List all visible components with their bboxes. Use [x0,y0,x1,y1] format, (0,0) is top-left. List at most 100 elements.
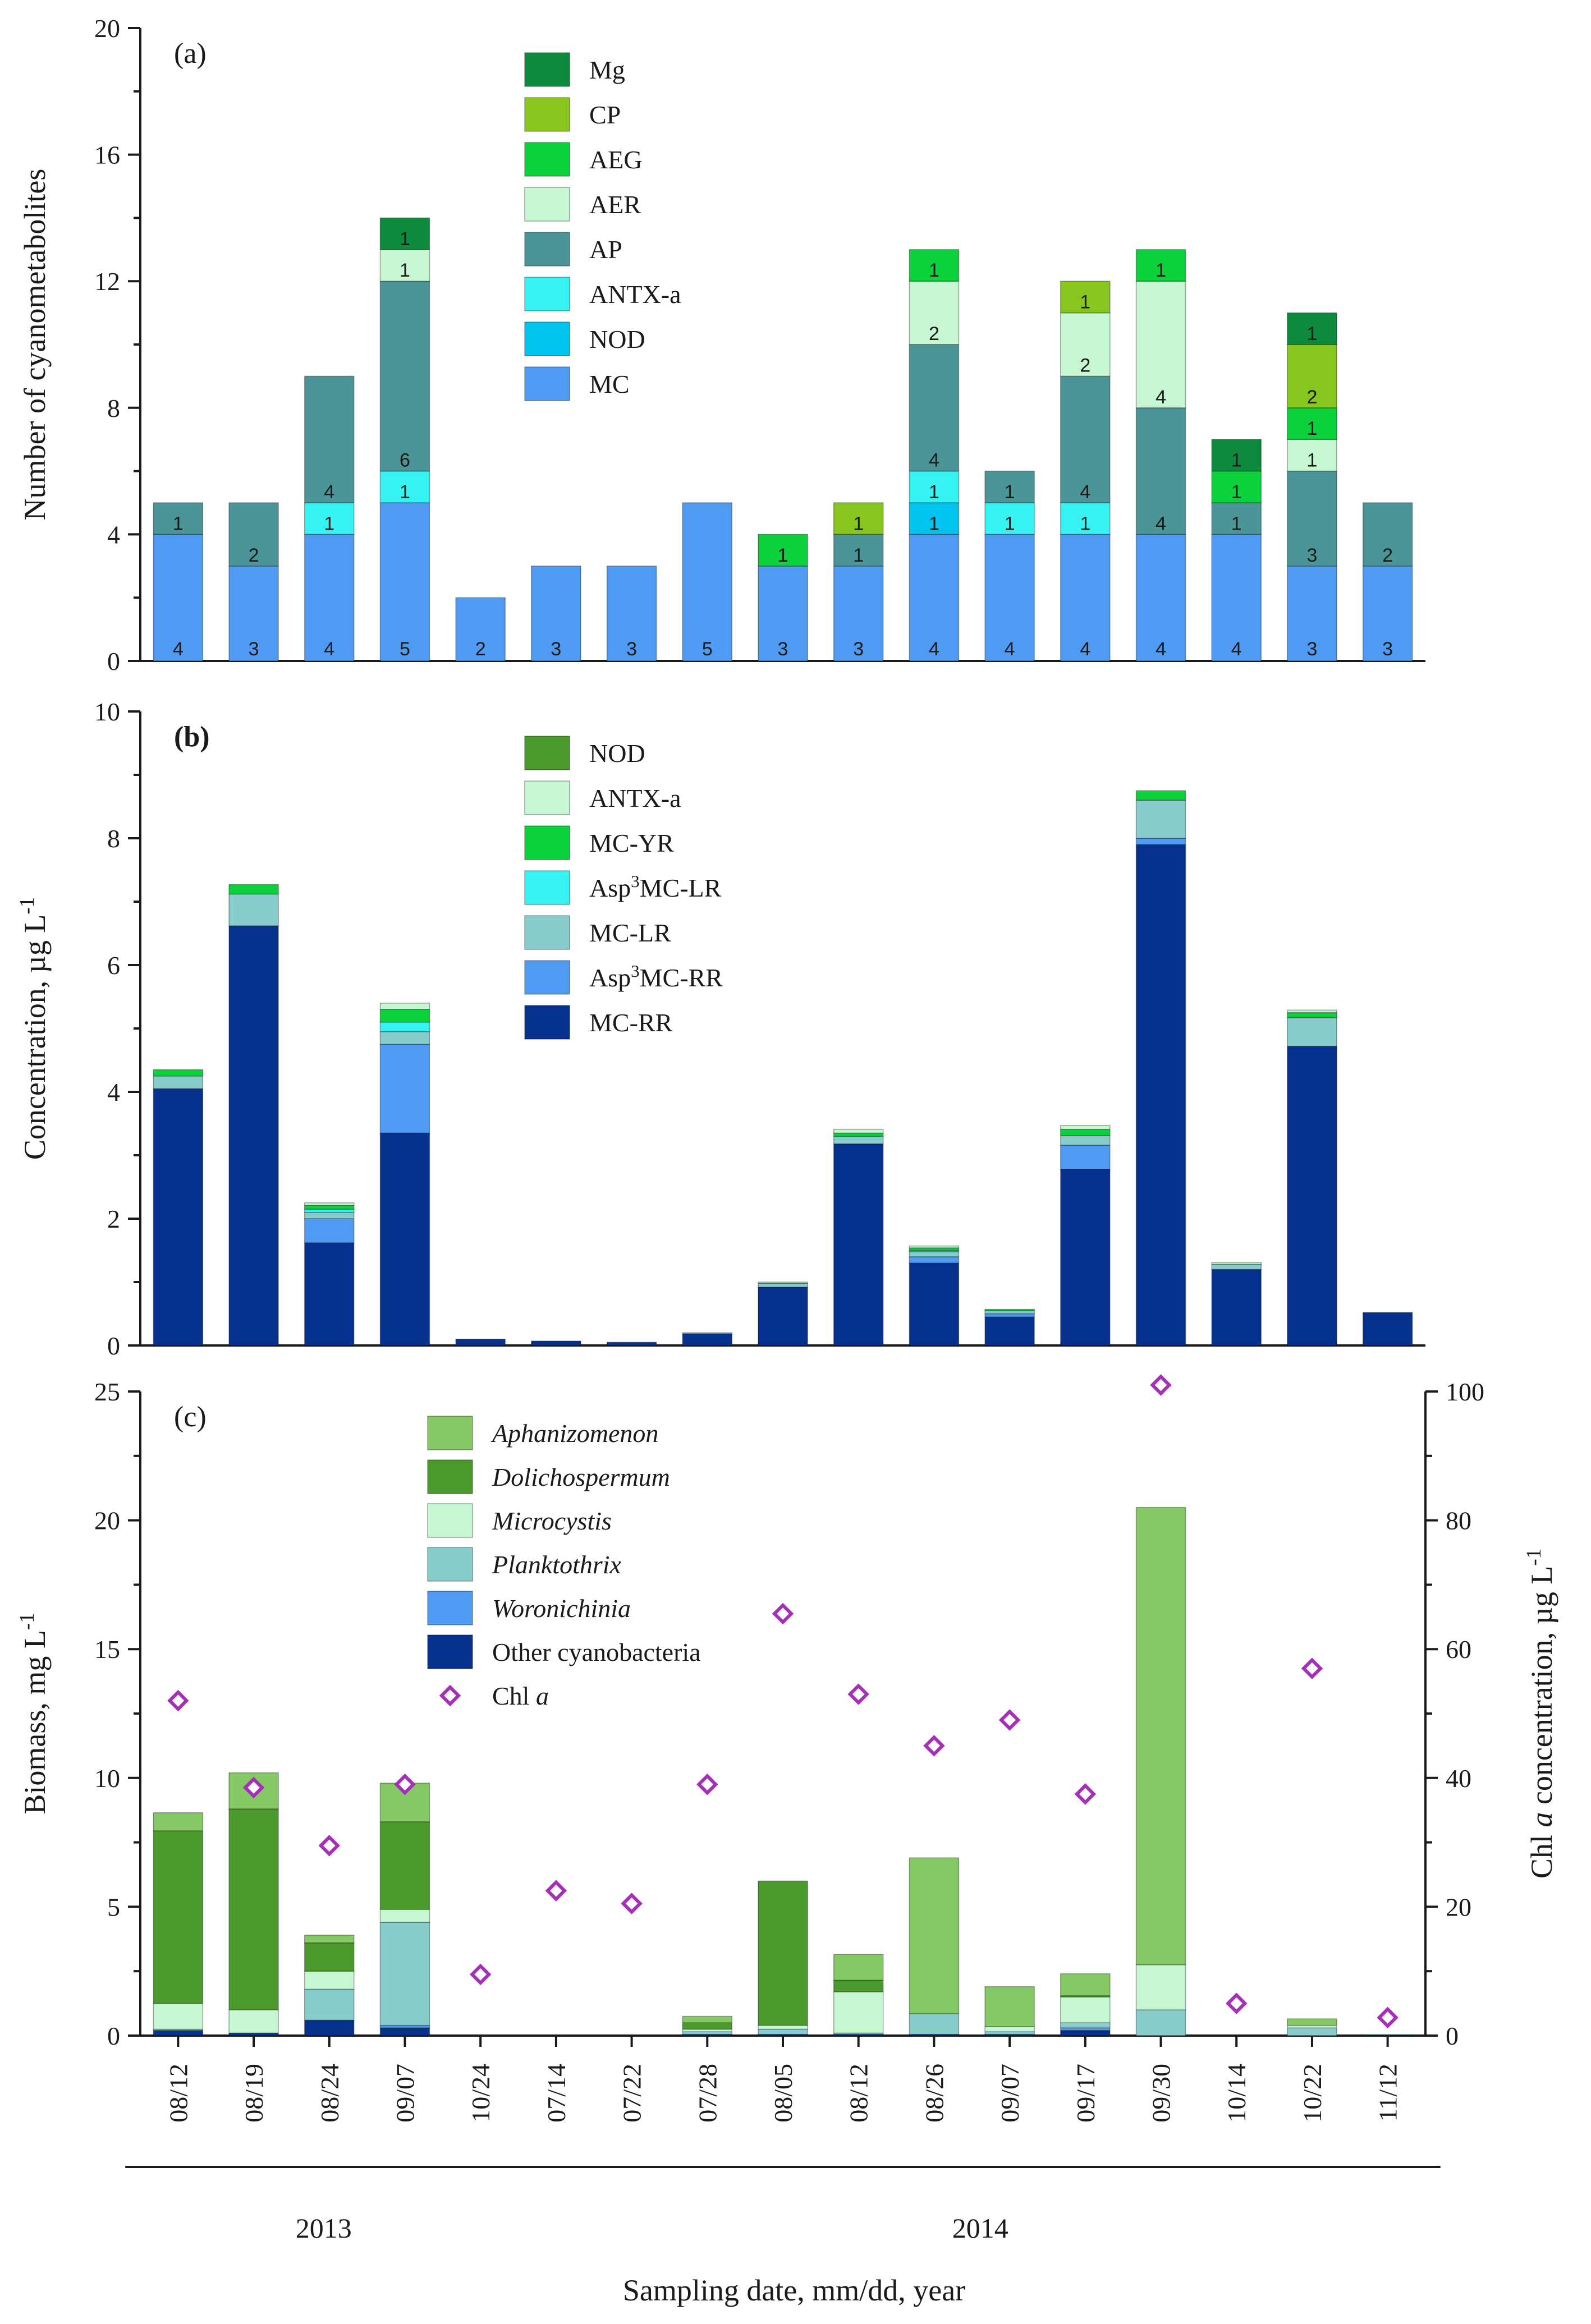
bar-segment [379,249,430,282]
bar-segment [758,566,808,662]
bar-segment-label: 4 [1080,481,1090,503]
chl-a-point [469,1963,492,1986]
y-tick-label: 20 [94,1507,120,1535]
legend-label: MC-RR [589,1008,673,1037]
y-tick-label: 16 [94,141,120,169]
bar-segment-label: 3 [1382,639,1393,660]
bar-segment [228,566,279,662]
legend-swatch [524,736,570,770]
bar-segment [909,249,960,282]
bar-segment-label: 5 [702,639,713,660]
chl-a-point [394,1774,416,1795]
bar-segment [304,375,355,503]
bar-segment [1211,534,1262,662]
chl-a-point [772,1602,794,1625]
bar-segment [153,2030,204,2036]
legend-swatch [427,1416,473,1450]
bar-segment [1287,312,1337,345]
legend-item: AER [524,187,641,222]
bar-segment [379,1044,430,1134]
bar-segment [758,2024,808,2030]
bar-segment [153,1088,204,1346]
bar-segment [1362,1312,1413,1346]
legend-label: Mg [589,56,625,84]
panel-b: 0 2 4 6 8 10 Concentration, µg L-1 (b) NOD ANTX-a… [16,697,1425,1360]
bar-segment [379,1021,430,1032]
chl-a-point [1150,1374,1172,1396]
x-tick-label: 09/07 [996,2064,1024,2123]
legend-swatch [427,1459,473,1494]
chl-a-point [1377,2006,1399,2029]
bar-segment [1287,1012,1337,1018]
y-tick-label: 15 [94,1635,120,1664]
bar-segment [1211,502,1262,535]
y2-tick-label: 80 [1446,1507,1471,1535]
legend-swatch [524,97,570,132]
x-tick-label: 08/12 [845,2064,873,2123]
chl-a-point [545,1880,567,1902]
legend-item: ANTX-a [524,277,681,311]
x-axis-title: Sampling date, mm/dd, year [623,2274,965,2307]
bar-segment [228,502,279,567]
x-tick-label: 09/30 [1147,2064,1176,2123]
bar-segment-label: 4 [1005,639,1015,660]
legend-label: Dolichospermum [492,1463,670,1491]
bar-segment [379,1031,430,1045]
x-tick-label: 09/07 [391,2064,419,2123]
legend-item: Mg [524,52,625,87]
legend-swatch [524,825,570,860]
x-tick-label: 10/14 [1222,2064,1251,2123]
bar-segment [984,470,1035,503]
bar-segment-label: 1 [400,260,410,281]
bar-segment [1060,1169,1111,1346]
bar-segment-label: 4 [324,639,334,660]
bar-segment [1135,838,1186,846]
bar-segment [1287,1045,1337,1346]
bar-segment [758,534,808,567]
legend-item: MC-LR [524,915,671,950]
bar-segment [984,1310,1035,1315]
bar-segment [909,1262,960,1346]
y-tick-label: 4 [107,1078,120,1106]
legend-label: NOD [589,739,645,768]
bar-segment [1060,2022,1111,2028]
bar-segment-label: 1 [1231,513,1242,534]
bar-segment [304,1218,355,1243]
bar-segment [153,1076,204,1090]
bar-segment [1211,1269,1262,1346]
y-tick-label: 8 [107,394,120,422]
x-tick-label: 08/26 [920,2064,948,2123]
bar-segment [1287,407,1337,440]
bar-segment-label: 2 [249,545,259,566]
bar-segment [228,2009,279,2034]
y-tick-label: 6 [107,951,120,980]
legend: NOD ANTX-a MC-YR Asp3MC-LR MC-LR Asp3MC-RR MC-… [524,736,723,1040]
legend-item: MC-RR [524,1005,673,1040]
bar-segment [153,1830,204,2004]
bar-segment [758,1880,808,2026]
bar-segment [833,1979,884,1992]
x-tick-label: 10/24 [466,2064,495,2123]
bar-segment [1060,1125,1111,1130]
x-tick-label: 08/19 [240,2064,268,2123]
bar-segment [1211,470,1262,503]
bar-segment [1135,249,1186,282]
legend-item: AEG [524,142,643,177]
bar-segment [909,470,960,503]
bar-segment-label: 1 [853,545,864,566]
bar-segment [833,1954,884,1981]
legend-label: Other cyanobacteria [492,1638,701,1666]
legend-item: Microcystis [427,1503,612,1538]
bar-segment [984,1316,1035,1346]
bar-segment-label: 3 [1306,639,1317,660]
bar-segment-label: 1 [1306,418,1317,439]
bar-segment [1135,407,1186,535]
bar-segment [909,344,960,472]
bar-segment [1287,566,1337,662]
bar-segment [909,1245,960,1248]
legend: Aphanizomenon Dolichospermum Microcystis Pl… [427,1416,701,1710]
bar-segment [1135,800,1186,839]
bar-segment [758,1283,808,1288]
bar-segment [909,2013,960,2035]
